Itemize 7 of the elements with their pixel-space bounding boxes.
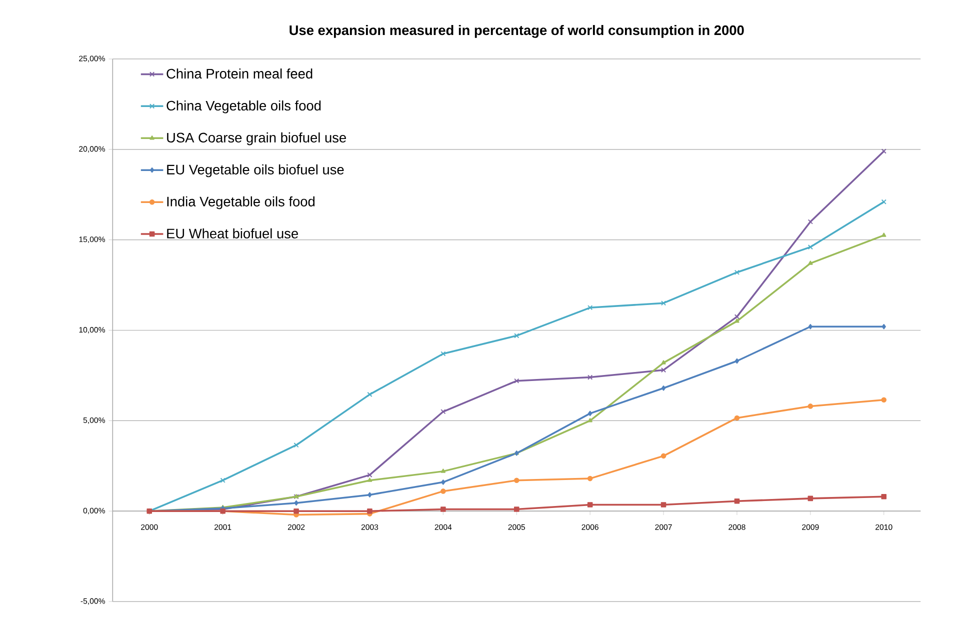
legend-label: India Vegetable oils food <box>167 196 315 210</box>
legend-label: China Vegetable oils food <box>166 100 321 114</box>
legend-label: EU Vegetable oils biofuel use <box>167 164 344 178</box>
legend-label: EU Wheat biofuel use <box>167 228 298 238</box>
legend-label: China Protein meal feed <box>166 68 312 78</box>
legend-label: USA Coarse grain biofuel use <box>167 132 346 146</box>
chart-title: Use expansion measured in percentage of world consumption in 2000 <box>290 24 744 38</box>
